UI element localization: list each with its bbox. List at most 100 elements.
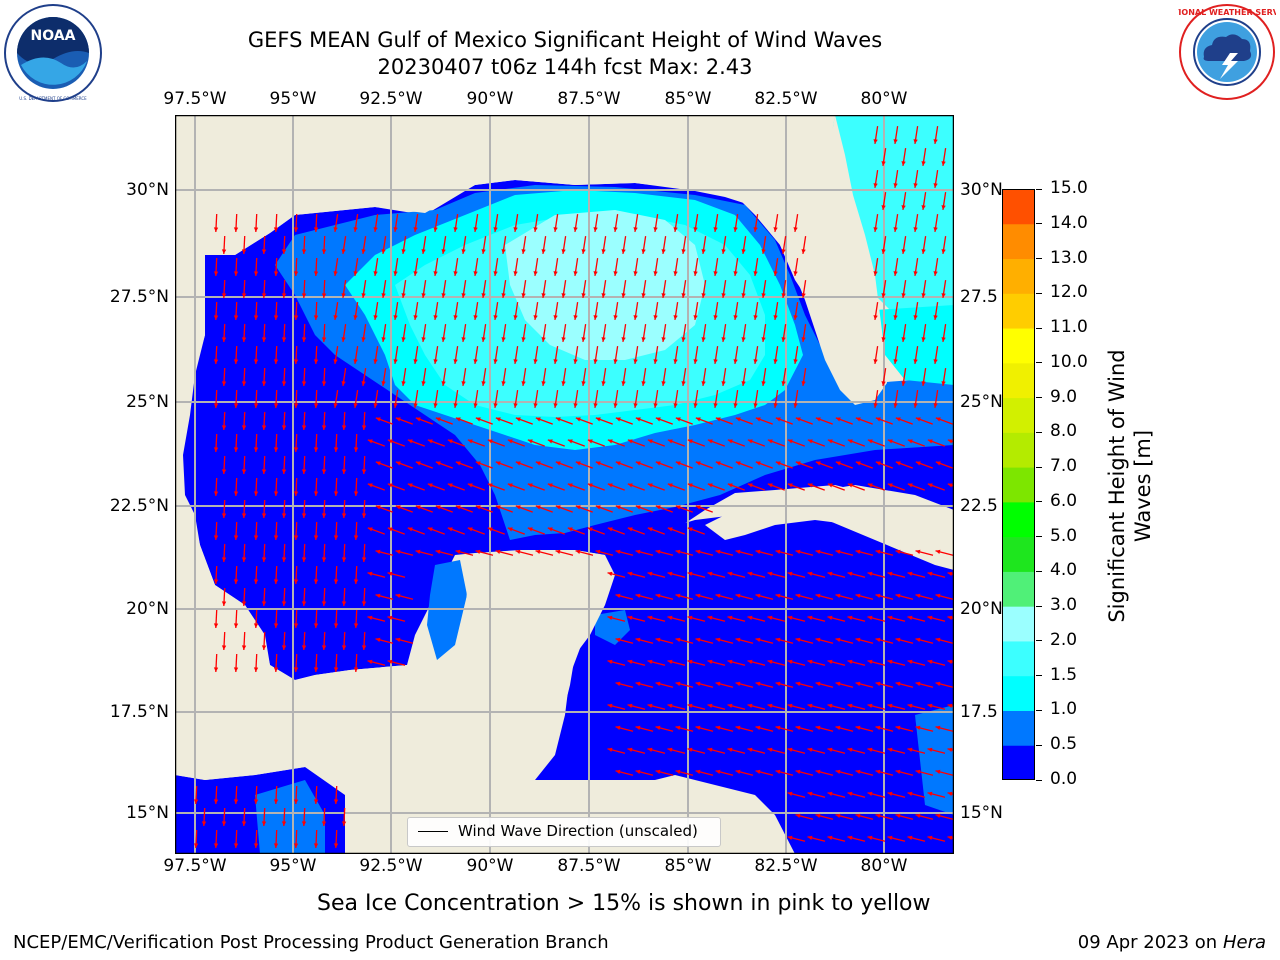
wave-arrow-head xyxy=(615,681,621,686)
wave-arrow-head xyxy=(467,527,473,532)
wave-arrow-head xyxy=(647,527,653,532)
wave-arrow-head xyxy=(827,615,833,620)
wave-arrow-head xyxy=(693,315,698,320)
wave-arrow-head xyxy=(755,417,761,422)
wave-arrow-head xyxy=(695,769,701,774)
wave-arrow-head xyxy=(515,505,521,510)
wave-arrow-head xyxy=(361,293,366,298)
wave-arrow-head xyxy=(715,549,721,554)
colorbar-segment xyxy=(1002,501,1035,538)
wave-arrow-head xyxy=(793,271,798,276)
wave-arrow-head xyxy=(913,227,918,232)
wave-arrow-head xyxy=(241,645,247,650)
colorbar-tick-label: 0.5 xyxy=(1050,734,1078,755)
wave-arrow-head xyxy=(341,513,347,518)
wave-arrow-head xyxy=(233,447,239,452)
wave-arrow-head xyxy=(655,417,661,422)
wave-arrow-head xyxy=(933,183,938,188)
colorbar-tick-label: 2.0 xyxy=(1050,629,1078,650)
wave-arrow-head xyxy=(595,417,601,422)
wave-arrow-head xyxy=(513,227,518,232)
wave-arrow-head xyxy=(213,623,219,628)
wave-arrow-head xyxy=(773,359,778,364)
wave-arrow-head xyxy=(847,659,853,664)
wave-arrow-head xyxy=(895,461,901,466)
wave-arrow-head xyxy=(787,615,793,620)
wave-arrow-head xyxy=(661,293,666,298)
wave-arrow-head xyxy=(835,769,841,774)
wave-arrow-head xyxy=(333,491,339,496)
wave-arrow-head xyxy=(313,843,319,848)
wave-arrow-head xyxy=(867,571,873,576)
wave-arrow-head xyxy=(867,439,873,444)
wave-arrow-head xyxy=(847,615,853,620)
wave-arrow-head xyxy=(887,659,893,664)
wave-arrow-head xyxy=(575,505,581,510)
wave-arrow-head xyxy=(281,601,287,606)
lon-label-bottom: 87.5°W xyxy=(557,856,621,876)
wave-arrow-head xyxy=(293,667,299,672)
wave-arrow-head xyxy=(281,337,287,342)
wave-arrow-head xyxy=(293,315,299,320)
wave-arrow-head xyxy=(293,491,299,496)
wave-arrow-head xyxy=(213,579,219,584)
wave-arrow-head xyxy=(353,491,359,496)
wave-arrow-head xyxy=(261,513,267,518)
wave-arrow-head xyxy=(213,799,219,804)
wave-arrow-head xyxy=(707,571,713,576)
wave-arrow-head xyxy=(941,293,946,298)
wave-arrow-head xyxy=(435,417,441,422)
wave-arrow-head xyxy=(627,571,633,576)
wave-arrow-head xyxy=(687,747,693,752)
wave-arrow-head xyxy=(693,403,698,408)
cuba-land xyxy=(705,485,954,550)
wave-arrow-head xyxy=(693,271,698,276)
wave-arrow-head xyxy=(341,425,347,430)
legend-label: Wind Wave Direction (unscaled) xyxy=(458,822,698,840)
wave-arrow-head xyxy=(273,667,279,672)
wave-arrow-head xyxy=(635,505,641,510)
wave-arrow-head xyxy=(915,769,921,774)
wave-arrow-head xyxy=(241,469,247,474)
wave-arrow-head xyxy=(421,249,426,254)
wave-arrow-head xyxy=(901,337,906,342)
wave-arrow-head xyxy=(635,461,641,466)
wave-arrow-head xyxy=(607,439,613,444)
wave-arrow-head xyxy=(261,645,267,650)
lon-label-top: 97.5°W xyxy=(163,89,227,109)
wave-arrow-head xyxy=(667,659,673,664)
wave-arrow-head xyxy=(695,637,701,642)
lat-label-left: 30°N xyxy=(126,180,169,200)
wave-arrow-head xyxy=(887,791,893,796)
wave-arrow-head xyxy=(607,747,613,752)
colorbar-tick-mark xyxy=(1036,397,1042,399)
wave-arrow-head xyxy=(495,505,501,510)
wave-arrow-head xyxy=(367,483,373,488)
wave-arrow-head xyxy=(653,315,658,320)
wave-arrow-head xyxy=(675,769,681,774)
wave-arrow-head xyxy=(935,461,941,466)
wave-arrow-head xyxy=(727,571,733,576)
wave-arrow-head xyxy=(387,615,393,620)
wave-arrow-head xyxy=(353,359,358,364)
colorbar-tick-mark xyxy=(1036,431,1042,433)
lon-label-top: 87.5°W xyxy=(557,89,621,109)
wave-arrow-head xyxy=(533,227,538,232)
sea-ice-note: Sea Ice Concentration > 15% is shown in … xyxy=(317,891,931,916)
wave-arrow-head xyxy=(413,271,418,276)
wave-arrow-head xyxy=(775,769,781,774)
wave-arrow-head xyxy=(755,461,761,466)
colorbar xyxy=(1002,189,1035,780)
wave-arrow-head xyxy=(221,293,227,298)
wave-arrow-head xyxy=(253,623,259,628)
wave-arrow-head xyxy=(233,359,239,364)
wave-arrow-head xyxy=(653,403,658,408)
wave-arrow-head xyxy=(753,315,758,320)
colorbar-segment xyxy=(1002,328,1035,364)
wave-arrow-head xyxy=(427,483,433,488)
wave-arrow-head xyxy=(241,601,247,606)
wave-arrow-head xyxy=(233,579,239,584)
wave-arrow-head xyxy=(815,637,821,642)
wave-arrow-head xyxy=(607,615,613,620)
wave-arrow-head xyxy=(461,381,466,386)
